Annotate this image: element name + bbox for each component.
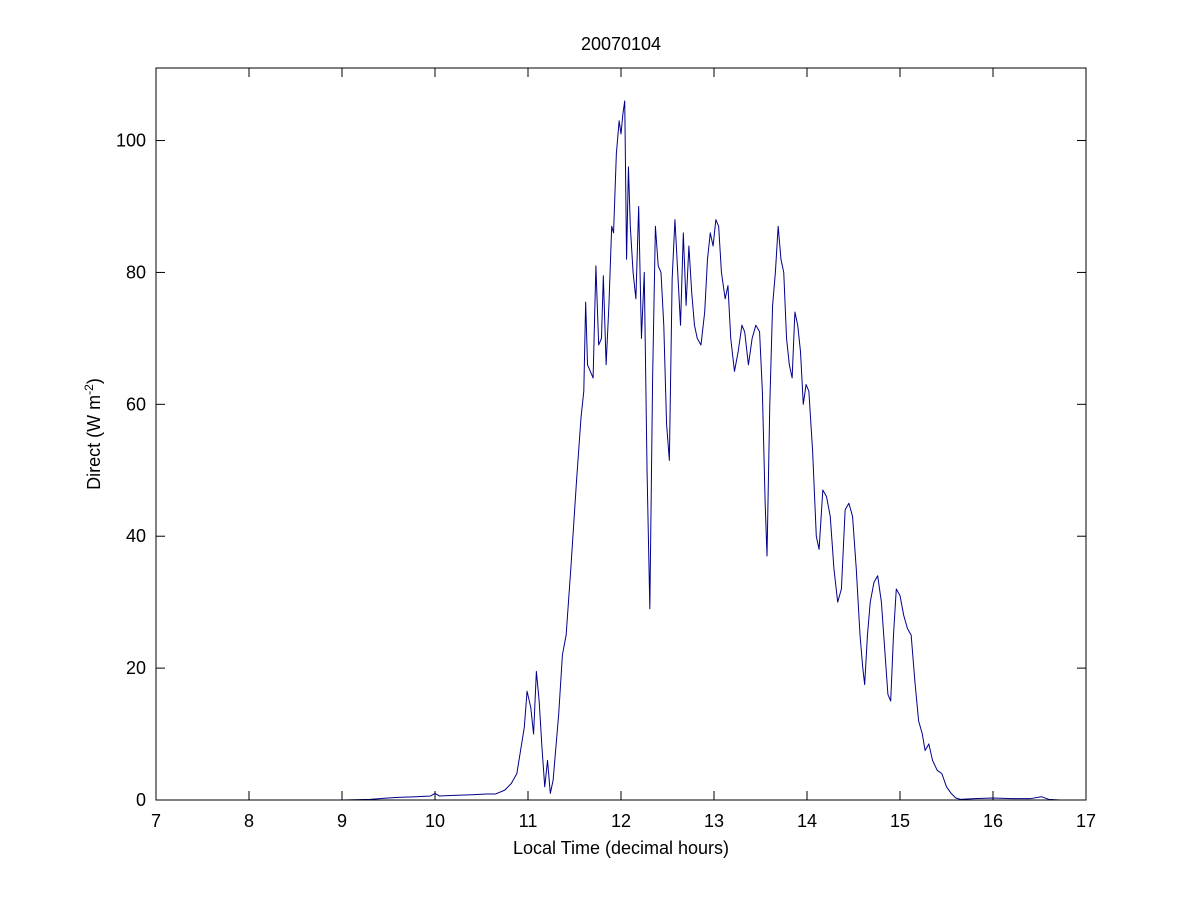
axes-frame — [155, 67, 1087, 801]
x-tick-label: 16 — [983, 811, 1003, 831]
x-tick-label: 12 — [611, 811, 631, 831]
y-tick-label: 40 — [126, 526, 146, 546]
x-axis-label: Local Time (decimal hours) — [513, 838, 729, 858]
axes-background — [156, 68, 1086, 800]
x-tick-label: 15 — [890, 811, 910, 831]
y-tick-label: 0 — [136, 790, 146, 810]
axis-tick-labels: 7 8 9 10 11 12 13 14 15 16 17 0 20 40 60 80 100 — [116, 131, 1096, 831]
chart-title: 20070104 — [581, 34, 661, 54]
x-tick-label: 7 — [151, 811, 161, 831]
x-tick-label: 10 — [425, 811, 445, 831]
x-tick-label: 9 — [337, 811, 347, 831]
x-tick-label: 8 — [244, 811, 254, 831]
y-axis-label-close: ) — [84, 378, 104, 384]
x-tick-label: 14 — [797, 811, 817, 831]
y-axis-label-main: Direct (W m — [84, 395, 104, 490]
series-line — [249, 100, 1060, 801]
y-tick-label: 100 — [116, 131, 146, 151]
y-axis-label-superscript: -2 — [82, 384, 96, 395]
y-tick-label: 80 — [126, 262, 146, 282]
series-group — [249, 100, 1060, 801]
x-tick-label: 11 — [519, 811, 538, 831]
x-tick-label: 13 — [704, 811, 724, 831]
y-tick-label: 20 — [126, 658, 146, 678]
x-tick-label: 17 — [1076, 811, 1096, 831]
y-tick-label: 60 — [126, 394, 146, 414]
y-axis-label: Direct (W m-2) — [82, 378, 104, 490]
